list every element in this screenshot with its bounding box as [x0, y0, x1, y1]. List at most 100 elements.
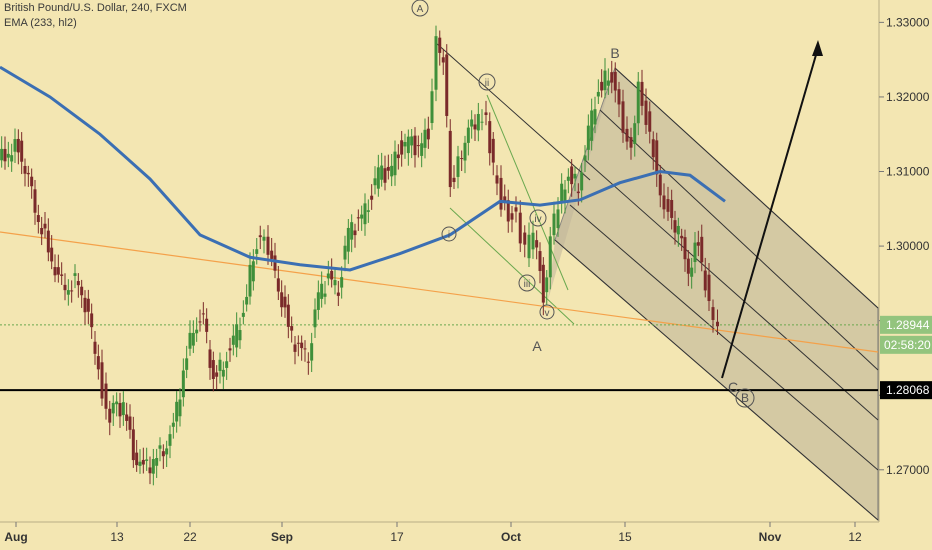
candle-body — [680, 235, 684, 239]
candle-body — [566, 176, 570, 181]
candle-body — [403, 142, 407, 147]
candle-body — [270, 250, 274, 259]
candle-body — [125, 414, 129, 421]
candle-body — [73, 273, 77, 276]
candle-body — [426, 128, 430, 140]
pitchfork-line — [584, 159, 879, 421]
candle-body — [235, 324, 239, 348]
candle-body — [523, 232, 527, 245]
candle-body — [651, 139, 655, 158]
candle-body — [310, 343, 314, 361]
candle-body — [670, 199, 674, 218]
y-tick-label: 1.32000 — [886, 90, 930, 104]
x-tick-label: Sep — [271, 530, 293, 544]
candle-body — [535, 240, 539, 248]
y-tick-label: 1.27000 — [886, 463, 930, 477]
candle-body — [590, 110, 594, 141]
candle-body — [613, 71, 617, 91]
wave-label-big-a-circle — [411, 0, 429, 17]
candle-body — [6, 153, 10, 158]
candle-body — [151, 459, 155, 474]
candle-body — [50, 247, 54, 262]
pitchfork-line — [614, 67, 879, 309]
candle-body — [593, 109, 597, 125]
candle-body — [495, 175, 499, 184]
candle-body — [93, 341, 97, 354]
candle-body — [690, 267, 694, 277]
candle-body — [30, 176, 34, 187]
candle-body — [251, 261, 255, 282]
candle-body — [610, 72, 614, 83]
candle-body — [60, 274, 64, 276]
candle-body — [336, 292, 340, 296]
x-tick-label: 15 — [618, 530, 632, 544]
candle-body — [100, 362, 104, 399]
candle-body — [208, 349, 212, 368]
candle-body — [370, 195, 374, 200]
candle-body — [686, 258, 690, 274]
candle-body — [280, 292, 284, 308]
candle-body — [470, 119, 474, 127]
candle-body — [171, 422, 175, 427]
ema-line — [0, 65, 726, 272]
candle-body — [456, 156, 460, 177]
candle-body — [283, 296, 287, 308]
pitchfork-line — [554, 239, 879, 521]
candle-body — [23, 165, 27, 174]
candle-body — [666, 199, 670, 212]
candle-body — [218, 359, 222, 371]
candle-body — [452, 177, 456, 183]
candle-body — [273, 255, 277, 271]
candle-body — [448, 130, 452, 188]
y-tick-label: 1.30000 — [886, 239, 930, 253]
candle-body — [248, 264, 252, 297]
candle-body — [266, 236, 270, 255]
candle-body — [596, 91, 600, 97]
candle-body — [696, 242, 700, 246]
candle-body — [66, 290, 70, 295]
wave-label-i-circle — [441, 226, 457, 242]
projection-arrowhead — [812, 40, 823, 56]
wave-label-v-circle — [539, 304, 555, 320]
candle-body — [606, 80, 610, 86]
candle-body — [245, 296, 249, 305]
x-tick-label: Nov — [759, 530, 782, 544]
candle-body — [711, 307, 715, 320]
candle-body — [111, 402, 115, 414]
candle-body — [373, 178, 377, 186]
candle-body — [430, 91, 434, 124]
candle-body — [121, 402, 125, 416]
candle-body — [580, 172, 584, 191]
candle-body — [326, 273, 330, 279]
candle-body — [346, 227, 350, 252]
candle-body — [198, 321, 202, 323]
y-tick-label: 1.33000 — [886, 15, 930, 29]
candle-body — [386, 166, 390, 171]
candle-body — [662, 195, 666, 210]
pitchfork-line — [569, 204, 879, 471]
candle-body — [552, 213, 556, 236]
candle-body — [420, 143, 424, 156]
candle-body — [480, 121, 484, 123]
candle-body — [228, 348, 232, 351]
candle-body — [560, 183, 564, 203]
candle-body — [655, 140, 659, 175]
candle-body — [576, 191, 580, 194]
candle-body — [629, 137, 633, 148]
candle-body — [104, 383, 108, 409]
wave-label-iii: iii — [524, 279, 531, 290]
candle-body — [438, 37, 442, 53]
wave-label-c: C — [728, 379, 738, 395]
candle-body — [353, 230, 357, 236]
wave-label-iv-circle — [529, 209, 547, 227]
candle-body — [563, 189, 567, 202]
wave-label-iv: iv — [534, 214, 541, 225]
candle-body — [343, 245, 347, 260]
candle-body — [545, 277, 549, 293]
candle-body — [33, 189, 37, 213]
wave-label-ii-circle — [478, 73, 496, 91]
candle-body — [514, 207, 518, 212]
candle-body — [53, 267, 57, 276]
candle-body — [716, 321, 719, 327]
